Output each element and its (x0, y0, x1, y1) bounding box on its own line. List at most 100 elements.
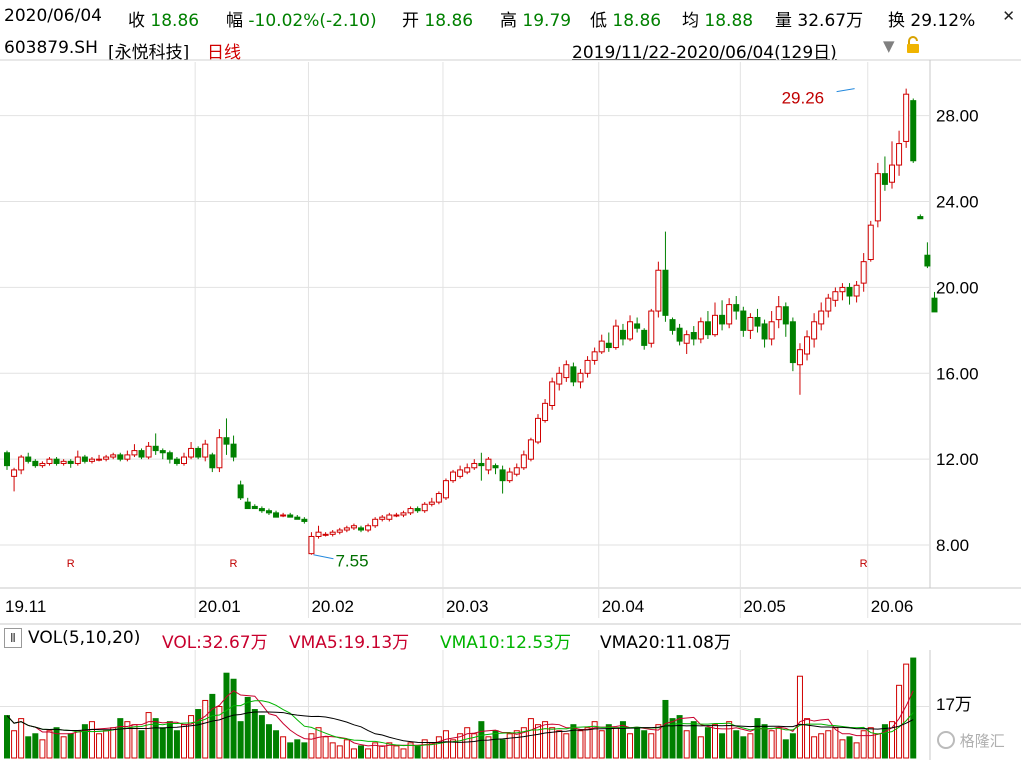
open-label: 开 (402, 11, 419, 31)
candle-body (258, 508, 265, 512)
volume-bar (726, 721, 733, 759)
volume-bar (697, 736, 704, 759)
candle-body (754, 316, 761, 327)
y-tick-label: 16.00 (936, 364, 979, 383)
candle-body (712, 314, 718, 336)
volume-bar (110, 727, 117, 759)
volume-bar (747, 733, 754, 759)
volume-bar (32, 733, 39, 759)
volume-bar (343, 739, 350, 759)
volume-bar (145, 712, 152, 759)
volume-bar (230, 678, 237, 759)
candle-body (145, 445, 152, 458)
volume-bar (442, 730, 449, 759)
candle-body (209, 454, 216, 469)
volume-bar (549, 727, 556, 759)
candle-body (478, 462, 485, 467)
date-range[interactable]: 2019/11/22-2020/06/04(129日) (572, 43, 837, 63)
volume-bar (131, 724, 138, 759)
candle-body (499, 469, 506, 482)
candle-body (676, 327, 683, 342)
volume-bar (96, 733, 103, 759)
volume-bar (18, 718, 25, 759)
volume-bar (499, 739, 506, 759)
volume-bar (336, 745, 343, 759)
candle-body (88, 458, 95, 462)
candle-body (584, 359, 591, 374)
lock-icon[interactable] (905, 35, 921, 60)
candle-body (181, 456, 187, 464)
volume-bar (612, 727, 619, 759)
candle-body (117, 454, 124, 460)
x-tick-label: 20.03 (446, 597, 489, 616)
candle-body (67, 460, 74, 464)
volume-bar (11, 730, 18, 759)
y-tick-label: 12.00 (936, 450, 979, 469)
stock-name: [永悦科技] (108, 43, 190, 63)
candle-body (188, 447, 195, 458)
candle-body (669, 319, 676, 331)
candle-body (450, 471, 457, 482)
volume-bar (237, 721, 244, 759)
candle-body (237, 484, 244, 499)
y-tick-label: 24.00 (936, 193, 979, 212)
volume-bar (287, 742, 294, 759)
volume-bar (853, 742, 860, 759)
volume-bar (712, 724, 718, 759)
volume-bar (159, 727, 166, 759)
volume-bar (513, 730, 520, 759)
candle-body (719, 314, 726, 325)
candle-body (457, 469, 464, 477)
dropdown-triangle-icon[interactable]: ▼ (883, 37, 895, 55)
volume-bar (520, 727, 527, 759)
candle-body (265, 510, 272, 514)
volume-bar (627, 733, 634, 759)
candle-body (683, 334, 690, 344)
vol-title: VOL(5,10,20) (28, 628, 141, 648)
candle-body (506, 471, 513, 482)
x-tick-label: 20.02 (311, 597, 354, 616)
period-label[interactable]: 日线 (207, 43, 241, 63)
candle-body (747, 316, 754, 331)
candle-body (195, 447, 202, 458)
volume-bar (704, 727, 711, 759)
candle-body (46, 458, 53, 464)
collapse-toggle-icon[interactable]: Ⅱ (4, 628, 22, 648)
volume-bar (195, 709, 202, 759)
candle-body (903, 93, 910, 142)
change-label: 幅 (226, 11, 243, 31)
candle-body (365, 525, 372, 531)
volume-bar (301, 742, 308, 759)
volume-bar (400, 748, 407, 759)
candle-body (18, 456, 25, 471)
candle-body (230, 443, 237, 458)
candle-body (655, 269, 662, 312)
candle-body (846, 286, 853, 297)
candle-body (60, 460, 67, 464)
volume-bar (641, 730, 648, 759)
watermark-logo-icon (937, 731, 955, 749)
volume-bar (280, 736, 287, 759)
change-value: -10.02%(-2.10) (248, 11, 377, 31)
candle-body (527, 439, 534, 460)
volume-bar (669, 718, 676, 759)
candle-body (372, 518, 379, 527)
ex-rights-marker: R (67, 558, 75, 570)
x-tick-label: 20.05 (743, 597, 786, 616)
candle-body (159, 450, 166, 454)
quote-header: 2020/06/04 收 18.86 幅 -10.02%(-2.10) 开 18… (0, 0, 1021, 34)
candle-body (542, 402, 549, 422)
close-x-icon[interactable]: ✕ (1002, 7, 1015, 25)
candle-body (223, 437, 230, 445)
candle-body (329, 531, 336, 535)
candle-body (910, 100, 917, 162)
candle-body (244, 501, 251, 510)
volume-bar (506, 733, 513, 759)
candle-body (627, 321, 634, 340)
candle-body (704, 321, 711, 336)
volume-bar (39, 739, 46, 759)
volume-bar (818, 733, 825, 759)
volume-bar (846, 736, 853, 759)
volume-bar (570, 724, 577, 759)
